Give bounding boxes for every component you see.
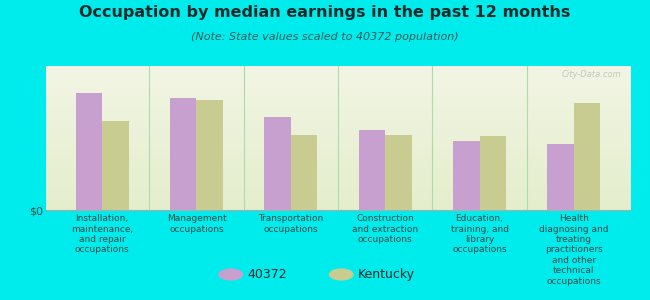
Bar (75, 93, 102, 210)
Text: Occupation by median earnings in the past 12 months: Occupation by median earnings in the pas… (79, 4, 571, 20)
Bar (480, 136, 506, 210)
Text: (Note: State values scaled to 40372 population): (Note: State values scaled to 40372 popu… (191, 32, 459, 41)
Text: 40372: 40372 (247, 268, 287, 281)
Bar (170, 98, 196, 210)
Bar (547, 144, 574, 210)
Text: Kentucky: Kentucky (358, 268, 415, 281)
Bar (291, 135, 317, 210)
Bar (102, 121, 129, 210)
Bar (453, 141, 480, 210)
Bar (574, 103, 601, 210)
Bar (265, 117, 291, 210)
Bar (385, 135, 411, 210)
Text: City-Data.com: City-Data.com (562, 70, 621, 79)
Bar (196, 100, 223, 210)
Bar (359, 130, 385, 210)
